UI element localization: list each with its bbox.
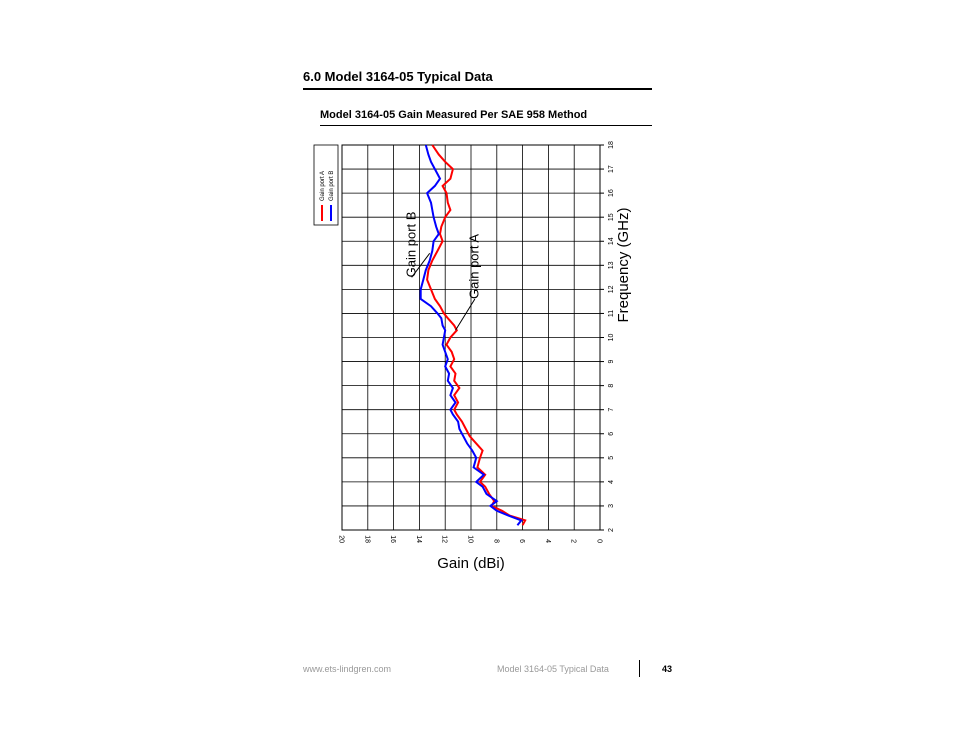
y-tick-label: 6 [518, 539, 525, 543]
x-tick-label: 12 [608, 285, 615, 293]
x-tick-label: 2 [608, 528, 615, 532]
y-tick-label: 10 [467, 535, 474, 543]
x-tick-label: 4 [608, 480, 615, 484]
chart-title-rule [320, 125, 652, 126]
y-tick-label: 8 [492, 539, 499, 543]
series-line-gain-port-b [419, 144, 523, 526]
x-tick-label: 6 [608, 432, 615, 436]
footer-divider [639, 660, 640, 677]
x-tick-label: 15 [608, 213, 615, 221]
page-number: 43 [662, 664, 673, 674]
x-tick-label: 5 [608, 456, 615, 460]
chart-title: Model 3164-05 Gain Measured Per SAE 958 … [320, 109, 588, 121]
x-tick-label: 3 [608, 504, 615, 508]
y-axis-label: Gain (dBi) [437, 555, 505, 572]
section-title: 6.0 Model 3164-05 Typical Data [303, 69, 493, 84]
section-title-rule [303, 88, 652, 90]
x-tick-label: 9 [608, 360, 615, 364]
annotation-gain-port-a: Gain port A [467, 234, 482, 299]
y-tick-label: 2 [570, 539, 577, 543]
series [419, 144, 527, 526]
y-tick-label: 0 [596, 539, 603, 543]
gain-chart: 2 3 4 5 6 7 8 9 10 11 12 13 14 15 16 17 18 0 2 4 6 8 10 12 14 16 1… [313, 141, 632, 572]
x-tick-label: 18 [608, 141, 615, 149]
x-tick-label: 16 [608, 189, 615, 197]
legend-label: Gain port B [329, 171, 335, 201]
annotations: Gain port B Gain port A [404, 212, 482, 331]
x-tick-label: 8 [608, 384, 615, 388]
footer-label: Model 3164-05 Typical Data [497, 664, 609, 674]
y-tick-label: 16 [389, 535, 396, 543]
legend-label: Gain port A [320, 171, 326, 201]
x-tick-label: 11 [608, 310, 615, 317]
y-tick-label: 12 [441, 535, 448, 543]
x-tick-label: 10 [608, 334, 615, 342]
annotation-leader-a [455, 298, 476, 331]
annotation-leader-b [411, 252, 431, 278]
x-tick-label: 17 [608, 165, 615, 173]
legend: Gain port A Gain port B [313, 144, 339, 226]
annotation-gain-port-b: Gain port B [404, 212, 419, 278]
y-tick-label: 14 [415, 535, 422, 543]
ticks: 2 3 4 5 6 7 8 9 10 11 12 13 14 15 16 17 18 0 2 4 6 8 10 12 14 16 1… [338, 141, 616, 543]
y-tick-label: 18 [363, 535, 370, 543]
series-line-gain-port-a [426, 144, 527, 526]
x-tick-label: 14 [608, 237, 615, 245]
x-axis-label: Frequency (GHz) [615, 207, 632, 322]
y-tick-label: 20 [338, 535, 345, 543]
grid [341, 144, 601, 531]
x-tick-label: 13 [608, 261, 615, 269]
y-tick-label: 4 [544, 539, 551, 543]
x-tick-label: 7 [608, 408, 615, 412]
footer-url: www.ets-lindgren.com [303, 664, 392, 674]
rotated-plot: 2 3 4 5 6 7 8 9 10 11 12 13 14 15 16 17 18 0 2 4 6 8 10 12 14 16 1… [313, 141, 632, 572]
